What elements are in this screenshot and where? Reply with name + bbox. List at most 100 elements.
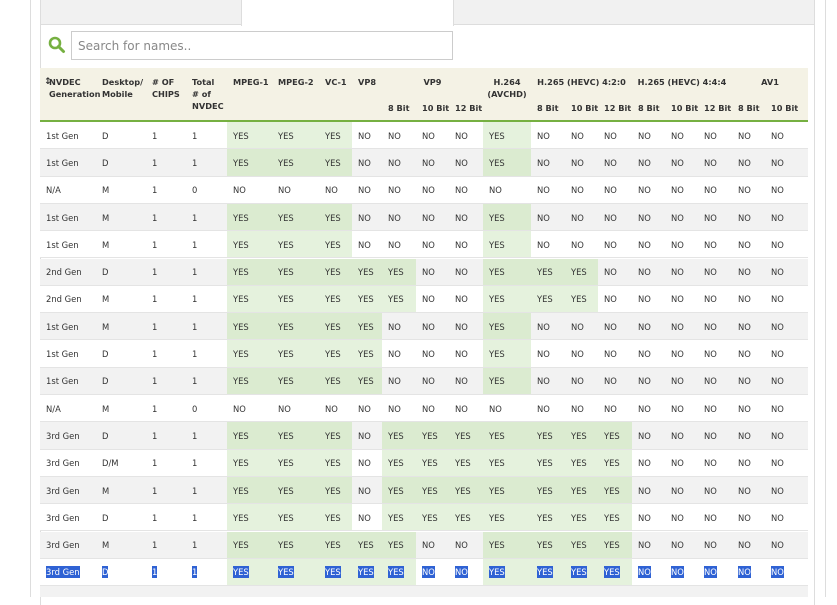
yes-cell: [483, 231, 531, 258]
cell: NO: [422, 185, 435, 196]
cell: YES: [358, 267, 374, 278]
yes-cell: [319, 258, 352, 285]
yes-cell: [319, 231, 352, 258]
cell: YES: [325, 321, 341, 332]
cell: NO: [771, 349, 784, 360]
cell: NO: [771, 321, 784, 332]
column-header: AV1: [761, 77, 779, 87]
yes-cell: [531, 422, 565, 449]
cell: NO: [537, 403, 550, 414]
cell: NO: [537, 349, 550, 360]
cell: 1: [192, 458, 198, 469]
cell: NO: [704, 430, 717, 441]
yes-cell: [272, 367, 319, 394]
tab-active[interactable]: [241, 0, 454, 26]
cell: NO: [738, 485, 751, 496]
column-header: # of: [192, 89, 211, 99]
search-input[interactable]: Search for names..: [71, 31, 453, 60]
cell: NO: [738, 376, 751, 387]
cell: NO: [704, 512, 717, 523]
yes-cell: [227, 258, 272, 285]
yes-cell: [416, 449, 449, 476]
yes-cell: [319, 476, 352, 504]
cell: NO: [455, 403, 468, 414]
yes-cell: [352, 313, 382, 340]
subcolumn-header: 8 Bit: [537, 103, 559, 113]
cell: YES: [233, 321, 249, 332]
cell: NO: [638, 403, 651, 414]
cell: NO: [771, 540, 784, 551]
cell: NO: [455, 376, 468, 387]
yes-cell: [319, 367, 352, 394]
cell: NO: [571, 130, 584, 141]
cell: NO: [671, 267, 684, 278]
cell: 1: [192, 294, 198, 305]
cell: NO: [704, 458, 717, 469]
cell: NO: [571, 349, 584, 360]
cell: YES: [604, 458, 620, 469]
yes-cell: [227, 422, 272, 449]
cell: 1: [152, 185, 158, 196]
cell: NO: [278, 185, 291, 196]
yes-cell: [272, 203, 319, 231]
cell: M: [102, 212, 110, 223]
cell: NO: [738, 294, 751, 305]
cell: M: [102, 239, 110, 250]
cell: YES: [278, 239, 294, 250]
yes-cell: [565, 258, 598, 285]
cell: NO: [638, 294, 651, 305]
table-row: [40, 586, 808, 597]
cell: YES: [455, 458, 471, 469]
column-header: H.264: [493, 77, 521, 87]
cell: NO: [771, 212, 784, 223]
cell: YES: [278, 267, 294, 278]
cell: NO: [704, 130, 717, 141]
cell: YES: [388, 458, 404, 469]
cell: YES: [233, 212, 249, 223]
cell: NO: [388, 185, 401, 196]
cell: YES: [358, 349, 374, 360]
table-row: [40, 176, 808, 204]
cell: NO: [738, 212, 751, 223]
cell: NO: [358, 458, 371, 469]
cell: NO: [704, 185, 717, 196]
cell: NO: [604, 403, 617, 414]
cell: NO: [422, 212, 435, 223]
yes-cell: [483, 476, 531, 504]
cell: YES: [325, 349, 341, 360]
cell: YES: [489, 485, 505, 496]
cell: NO: [704, 157, 717, 168]
yes-cell: [227, 313, 272, 340]
cell: 3rd Gen: [46, 430, 80, 441]
cell: NO: [358, 212, 371, 223]
cell: NO: [638, 239, 651, 250]
cell: NO: [455, 185, 468, 196]
cell: NO: [638, 376, 651, 387]
cell: YES: [278, 540, 294, 551]
cell: NO: [771, 376, 784, 387]
cell: NO: [604, 239, 617, 250]
panel-border: [30, 0, 31, 597]
cell: 1: [192, 267, 198, 278]
cell: NO: [604, 185, 617, 196]
cell: YES: [537, 566, 553, 579]
cell: YES: [278, 485, 294, 496]
cell: NO: [671, 157, 684, 168]
subcolumn-header: 10 Bit: [422, 103, 450, 113]
cell: NO: [771, 157, 784, 168]
cell: YES: [455, 512, 471, 523]
yes-cell: [227, 449, 272, 476]
cell: NO: [704, 267, 717, 278]
cell: 1: [192, 485, 198, 496]
cell: NO: [604, 267, 617, 278]
yes-cell: [227, 203, 272, 231]
cell: NO: [422, 239, 435, 250]
cell: NO: [738, 239, 751, 250]
cell: M: [102, 403, 110, 414]
yes-cell: [416, 504, 449, 531]
column-header: VP9: [423, 77, 442, 87]
cell: 1: [192, 540, 198, 551]
search-icon: [48, 36, 65, 53]
cell: 1: [192, 376, 198, 387]
cell: YES: [233, 566, 249, 579]
